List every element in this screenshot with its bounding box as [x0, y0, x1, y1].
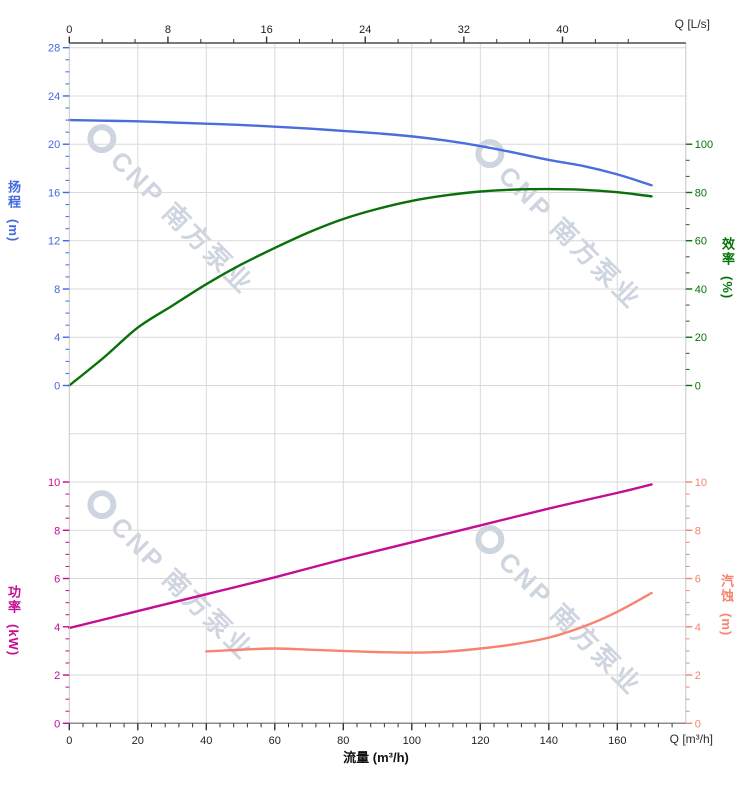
efficiency-axis-title: 效率(%) [720, 237, 735, 300]
svg-text:80: 80 [337, 735, 349, 747]
head-axis-title: 扬程(m) [6, 180, 21, 243]
svg-text:2: 2 [54, 670, 60, 682]
svg-text:16: 16 [48, 187, 60, 199]
svg-text:4: 4 [54, 332, 60, 344]
svg-text:24: 24 [48, 91, 60, 103]
svg-text:16: 16 [260, 24, 272, 36]
svg-text:4: 4 [695, 622, 701, 634]
svg-text:0: 0 [695, 381, 701, 393]
svg-text:0: 0 [66, 24, 72, 36]
svg-text:8: 8 [54, 525, 60, 537]
head-curve [68, 118, 653, 187]
svg-text:20: 20 [132, 735, 144, 747]
svg-text:32: 32 [458, 24, 470, 36]
svg-text:28: 28 [48, 43, 60, 55]
bottom-axis-unit-label: Q [m³/h] [669, 732, 713, 746]
top-axis-unit-label: Q [L/s] [674, 17, 710, 31]
flow-axis-title: 流量 (m³/h) [343, 750, 409, 765]
svg-text:0: 0 [66, 735, 72, 747]
power-axis: 0 2 4 6 8 10 [48, 477, 70, 730]
top-x-axis: 0 8 16 24 32 40 [66, 24, 629, 43]
svg-text:0: 0 [54, 381, 60, 393]
svg-text:20: 20 [695, 332, 707, 344]
svg-text:40: 40 [695, 284, 707, 296]
svg-text:0: 0 [54, 718, 60, 730]
svg-text:100: 100 [403, 735, 421, 747]
efficiency-curve [68, 187, 653, 387]
svg-text:10: 10 [695, 477, 707, 489]
svg-text:6: 6 [54, 574, 60, 586]
svg-text:40: 40 [556, 24, 568, 36]
npsh-axis-title: 汽蚀(m) [719, 574, 734, 637]
svg-text:4: 4 [54, 622, 60, 634]
efficiency-axis: 0 20 40 60 80 100 [685, 139, 713, 393]
npsh-curve [205, 591, 653, 654]
svg-text:10: 10 [48, 477, 60, 489]
svg-text:100: 100 [695, 139, 713, 151]
svg-text:60: 60 [695, 236, 707, 248]
svg-text:0: 0 [695, 718, 701, 730]
gridlines [69, 43, 686, 724]
svg-text:160: 160 [608, 735, 626, 747]
power-axis-title: 功率(kW) [6, 585, 21, 657]
svg-text:2: 2 [695, 670, 701, 682]
svg-text:8: 8 [165, 24, 171, 36]
svg-text:120: 120 [471, 735, 489, 747]
bottom-x-axis: 0 20 40 60 80 100 120 140 160 [66, 723, 673, 747]
svg-text:20: 20 [48, 139, 60, 151]
svg-text:8: 8 [54, 284, 60, 296]
head-axis: 0 4 8 12 16 20 24 28 [48, 43, 70, 393]
npsh-axis: 0 2 4 6 8 10 [685, 477, 707, 730]
svg-text:80: 80 [695, 187, 707, 199]
svg-text:24: 24 [359, 24, 371, 36]
svg-text:60: 60 [269, 735, 281, 747]
svg-text:6: 6 [695, 574, 701, 586]
power-curve [68, 483, 653, 630]
plot-frame [68, 42, 687, 725]
svg-text:140: 140 [540, 735, 558, 747]
svg-text:40: 40 [200, 735, 212, 747]
svg-text:12: 12 [48, 236, 60, 248]
svg-text:8: 8 [695, 525, 701, 537]
